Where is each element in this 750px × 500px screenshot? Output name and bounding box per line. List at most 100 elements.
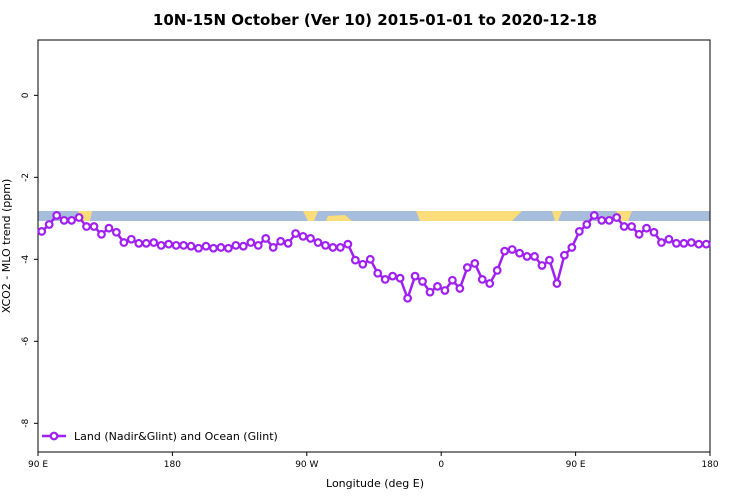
data-point — [582, 220, 592, 229]
data-point — [321, 240, 330, 250]
data-point — [276, 236, 286, 246]
data-point — [283, 238, 293, 248]
data-point — [649, 227, 659, 237]
data-point — [560, 250, 569, 260]
data-point — [171, 240, 181, 250]
data-point — [455, 284, 465, 293]
data-point — [492, 265, 502, 275]
data-point — [134, 238, 144, 248]
data-point — [679, 238, 689, 248]
data-point — [141, 238, 151, 248]
data-point — [365, 254, 375, 264]
x-tick-label: 180 — [701, 460, 718, 470]
y-tick-label: 0 — [21, 92, 31, 98]
x-tick-label: 90 E — [28, 460, 48, 470]
data-point — [574, 227, 584, 236]
data-point — [253, 240, 263, 250]
data-point — [44, 220, 54, 229]
x-axis-label: Longitude (deg E) — [326, 477, 424, 490]
data-point — [485, 279, 495, 288]
data-point — [350, 255, 360, 265]
data-point — [156, 240, 166, 250]
data-point — [313, 238, 323, 247]
data-point — [201, 241, 211, 251]
data-point — [246, 238, 256, 247]
data-point — [597, 215, 607, 225]
data-point — [537, 261, 547, 270]
data-point — [59, 215, 69, 225]
data-point — [545, 255, 554, 265]
legend-label: Land (Nadir&Glint) and Ocean (Glint) — [74, 430, 278, 443]
data-point — [418, 277, 427, 286]
y-tick-label: -2 — [21, 173, 31, 182]
y-tick-label: -4 — [21, 255, 31, 264]
data-point — [261, 234, 271, 243]
data-point — [306, 234, 315, 243]
data-point — [425, 287, 435, 297]
data-point — [619, 222, 629, 231]
data-point — [507, 245, 517, 254]
data-point — [209, 243, 218, 253]
data-point — [298, 231, 308, 241]
data-point — [395, 273, 405, 283]
data-point — [37, 227, 47, 236]
data-point — [97, 229, 106, 239]
land — [416, 211, 522, 221]
ocean-band — [38, 211, 710, 221]
x-tick-label: 180 — [164, 460, 181, 470]
data-point — [530, 252, 539, 261]
data-point — [440, 286, 450, 295]
data-point — [336, 243, 345, 252]
data-point — [664, 234, 674, 244]
data-point — [126, 234, 136, 244]
land — [552, 211, 562, 221]
data-point — [186, 241, 196, 251]
data-point — [104, 223, 114, 233]
data-point — [119, 238, 129, 247]
data-point — [164, 239, 174, 249]
land — [303, 211, 318, 221]
data-point — [231, 240, 241, 250]
data-point — [522, 252, 532, 261]
data-point — [500, 246, 510, 256]
data-point — [74, 213, 84, 222]
data-point — [634, 229, 644, 239]
data-point — [515, 248, 524, 258]
data-point — [223, 243, 233, 253]
data-point — [627, 222, 636, 231]
data-point — [657, 238, 666, 247]
legend-marker — [49, 431, 59, 441]
data-point — [380, 275, 390, 284]
data-point — [694, 239, 704, 249]
data-point — [410, 271, 420, 281]
chart-title: 10N-15N October (Ver 10) 2015-01-01 to 2… — [153, 11, 597, 29]
data-point — [470, 259, 480, 268]
data-point — [238, 241, 248, 251]
data-point — [291, 229, 301, 238]
data-point — [462, 263, 472, 272]
data-point — [373, 268, 383, 278]
data-point — [67, 215, 76, 225]
map-strip — [38, 211, 710, 221]
data-point — [604, 215, 614, 225]
data-point — [477, 275, 487, 284]
data-point — [82, 222, 91, 231]
data-point — [149, 238, 159, 247]
data-point — [216, 243, 226, 252]
data-point — [268, 243, 278, 252]
data-point — [89, 222, 99, 231]
data-point — [552, 279, 562, 288]
y-axis-label: XCO2 - MLO trend (ppm) — [0, 179, 13, 314]
data-point — [642, 223, 651, 233]
data-point — [612, 213, 622, 222]
x-tick-label: 90 E — [566, 460, 586, 470]
data-point — [672, 238, 681, 248]
data-point — [343, 239, 353, 249]
data-point — [589, 211, 599, 220]
data-point — [358, 259, 368, 269]
data-point — [686, 238, 696, 247]
land — [326, 215, 352, 221]
data-point — [194, 243, 203, 253]
